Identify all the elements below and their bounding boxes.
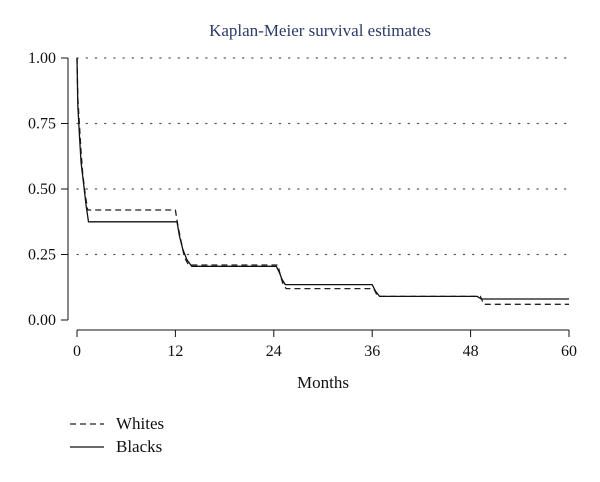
series-line-whites (76, 57, 569, 305)
x-tick-label: 0 (73, 343, 81, 360)
gridlines (76, 57, 570, 256)
x-axis-title: Months (297, 373, 349, 392)
y-tick-label: 0.25 (28, 247, 56, 264)
axes: 0.00 0.25 0.50 0.75 1.00 0 12 24 36 48 60 (28, 50, 577, 360)
x-tick-label: 24 (266, 343, 282, 360)
x-tick-label: 36 (364, 343, 380, 360)
y-tick-label: 0.50 (28, 181, 56, 198)
x-tick-label: 60 (561, 343, 577, 360)
y-tick-label: 0.75 (28, 116, 56, 133)
legend-label-blacks: Blacks (116, 437, 162, 456)
series-line-blacks (76, 57, 569, 300)
x-tick-label: 12 (167, 343, 183, 360)
legend: Whites Blacks (70, 414, 164, 456)
series-group (76, 57, 569, 305)
legend-label-whites: Whites (116, 414, 164, 433)
x-tick-label: 48 (463, 343, 479, 360)
y-tick-label: 0.00 (28, 312, 56, 329)
y-tick-label: 1.00 (28, 50, 56, 67)
chart-title: Kaplan-Meier survival estimates (209, 21, 431, 40)
